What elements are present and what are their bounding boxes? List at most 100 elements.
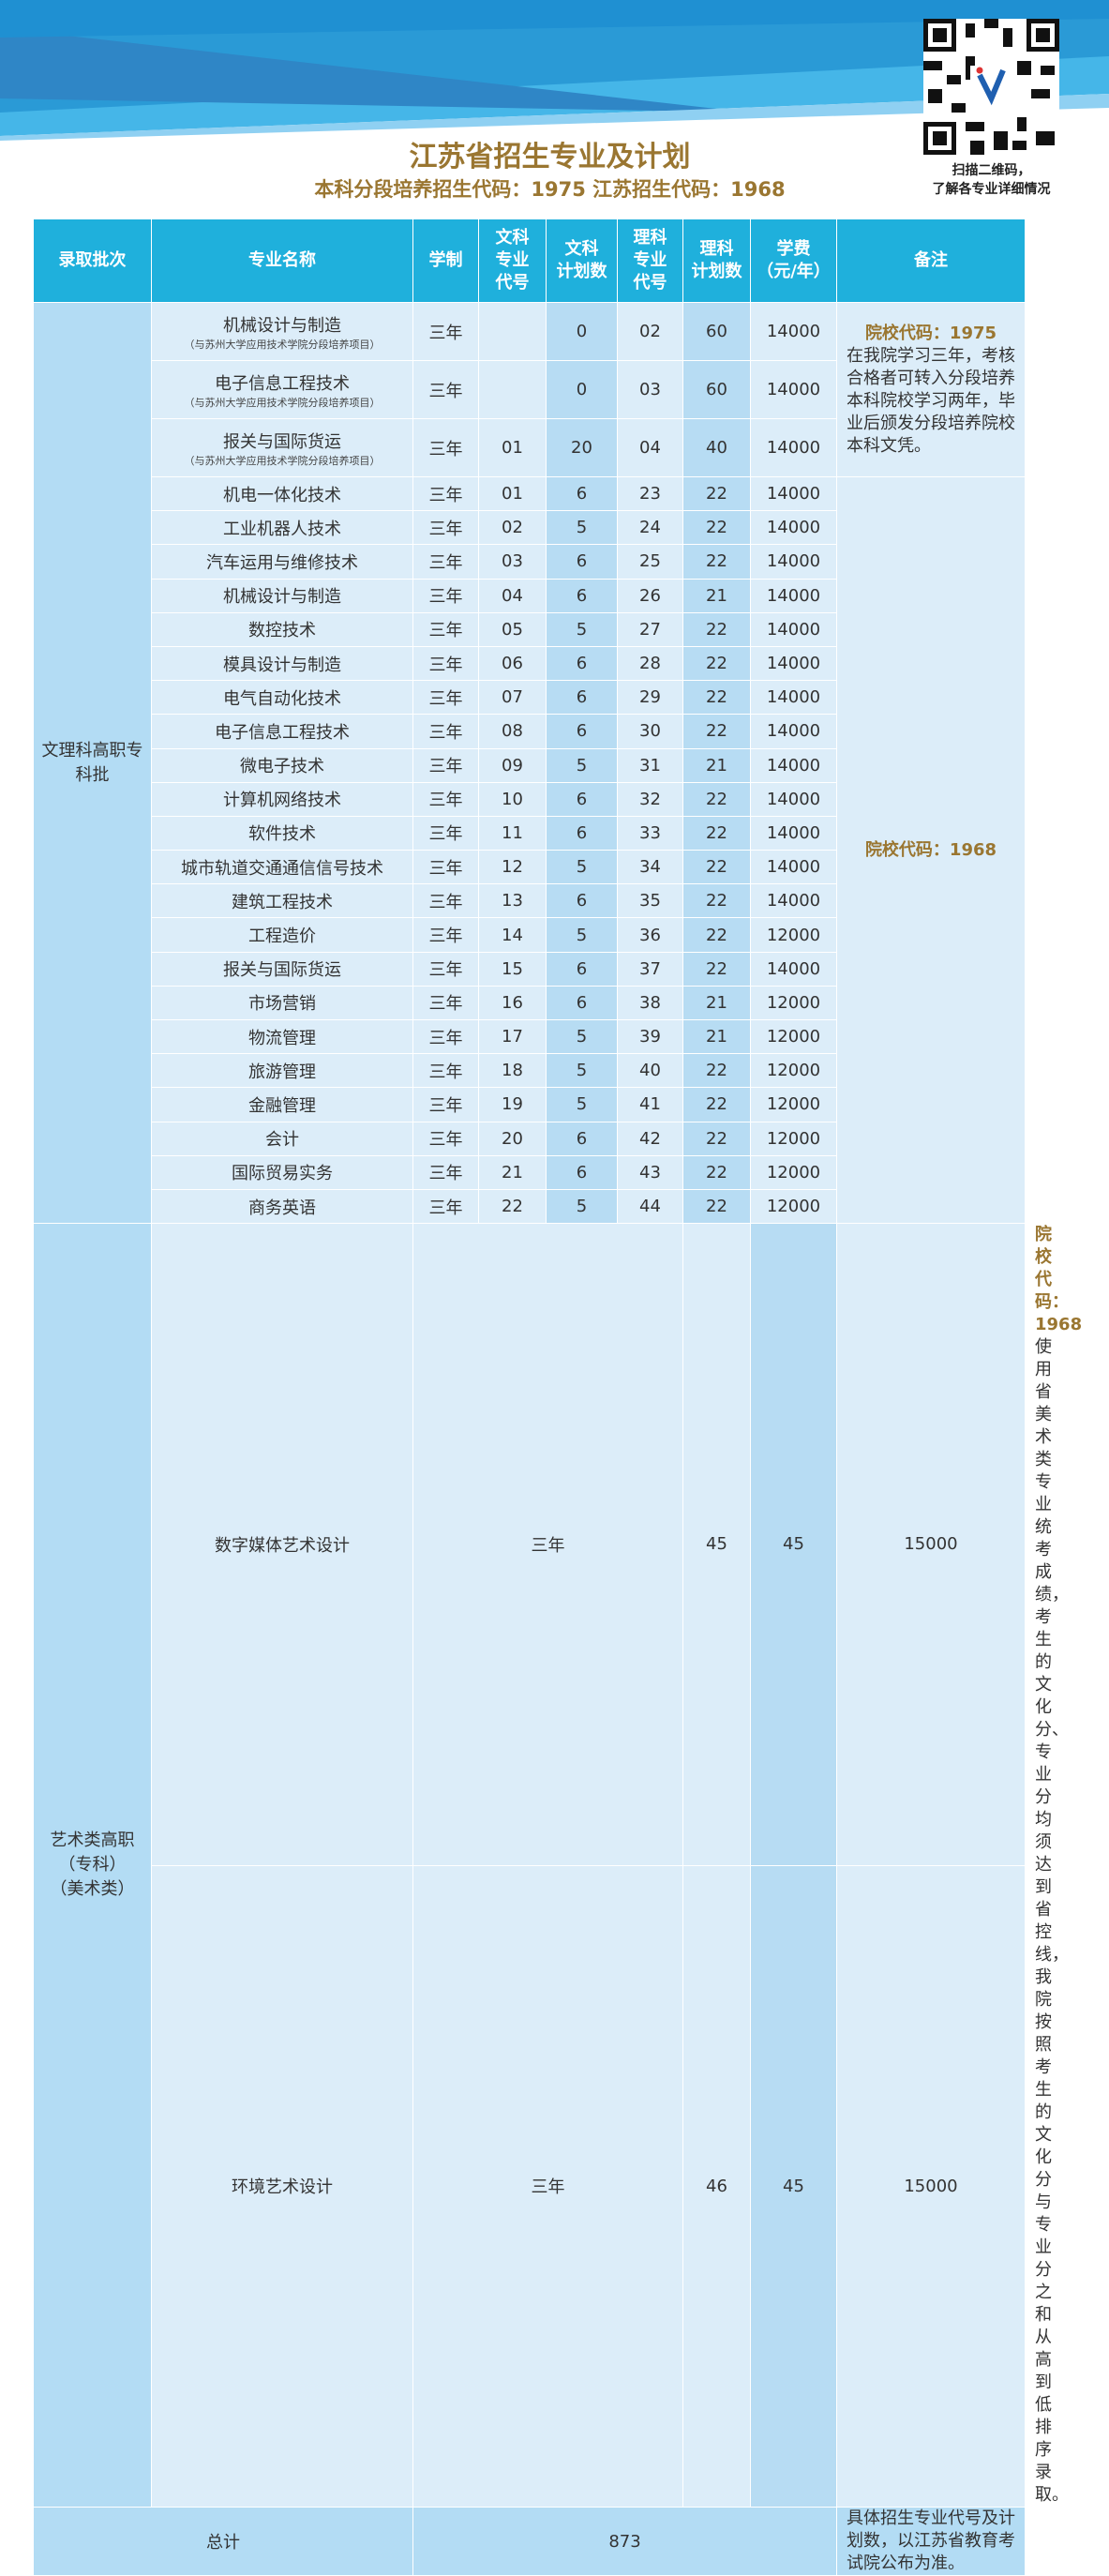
- table-cell: 电子信息工程技术: [151, 714, 413, 749]
- table-cell: 14000: [750, 302, 837, 361]
- art-note-text: 使用省美术类专业统考成绩，考生的文化分、专业分均须达到省控线，我院按照考生的文化…: [1035, 1337, 1069, 2506]
- table-row: 软件技术 三年 11 6 33 22 14000: [34, 815, 1026, 851]
- table-cell: 08: [478, 714, 547, 749]
- table-cell: 22: [682, 611, 751, 647]
- table-cell: 12000: [750, 1154, 837, 1190]
- table-cell: 33: [617, 815, 683, 851]
- table-cell: 23: [617, 475, 683, 512]
- table-cell: 22: [682, 883, 751, 919]
- table-cell: 三年: [412, 360, 479, 419]
- table-row: 城市轨道交通通信信号技术 三年 12 5 34 22 14000: [34, 850, 1026, 885]
- table-cell: 01: [478, 475, 547, 512]
- table-cell: 20: [478, 1121, 547, 1156]
- table-cell: 14000: [750, 360, 837, 419]
- table-cell: 02: [478, 510, 547, 546]
- table-cell: 21: [682, 1018, 751, 1055]
- table-cell: 三年: [412, 917, 479, 953]
- table-cell: 三年: [412, 985, 479, 1021]
- table-cell: 12000: [750, 985, 837, 1021]
- table-cell: 电气自动化技术: [151, 680, 413, 716]
- main-note: 院校代码：1968: [836, 475, 1026, 1225]
- table-cell: 工业机器人技术: [151, 510, 413, 546]
- table-cell: 45: [750, 1223, 837, 1866]
- table-cell: 三年: [412, 578, 479, 613]
- table-cell: 6: [546, 883, 618, 919]
- table-cell: 5: [546, 1188, 618, 1225]
- table-cell: 04: [617, 418, 683, 477]
- table-row: 环境艺术设计 三年 46 45 15000: [34, 1864, 1026, 2508]
- table-cell: 12000: [750, 1121, 837, 1156]
- table-cell: 12000: [750, 1053, 837, 1089]
- table-cell: 45: [682, 1223, 751, 1866]
- table-cell: 5: [546, 747, 618, 783]
- table-cell: 三年: [412, 714, 479, 749]
- table-cell: 12000: [750, 917, 837, 953]
- qr-code-icon[interactable]: [923, 19, 1059, 155]
- table-cell: 10: [478, 781, 547, 817]
- header-banner: [0, 0, 1109, 141]
- table-cell: 12000: [750, 1018, 837, 1055]
- table-row: 数控技术 三年 05 5 27 22 14000: [34, 611, 1026, 647]
- column-header: 备注: [836, 218, 1026, 303]
- table-cell: 机械设计与制造: [151, 578, 413, 613]
- table-cell: 工程造价: [151, 917, 413, 953]
- table-cell: 20: [546, 418, 618, 477]
- project-note: （与苏州大学应用技术学院分段培养项目）: [184, 396, 381, 409]
- table-cell: 41: [617, 1087, 683, 1122]
- batch-cell: 文理科高职专科批: [33, 301, 152, 1225]
- table-cell: 三年: [412, 1864, 683, 2508]
- table-cell: 物流管理: [151, 1018, 413, 1055]
- table-cell: 22: [682, 680, 751, 716]
- table-cell: 三年: [412, 418, 479, 477]
- column-header: 学制: [412, 218, 479, 303]
- table-cell: 5: [546, 611, 618, 647]
- table-cell: 22: [682, 714, 751, 749]
- qr-caption: 扫描二维码， 了解各专业详细情况: [900, 161, 1083, 199]
- table-cell: 12: [478, 850, 547, 885]
- column-header: 文科 计划数: [546, 218, 618, 303]
- table-cell: 42: [617, 1121, 683, 1156]
- table-cell: 旅游管理: [151, 1053, 413, 1089]
- table-cell: 5: [546, 1018, 618, 1055]
- table-cell: 22: [682, 1087, 751, 1122]
- table-cell: 6: [546, 1154, 618, 1190]
- table-row: 会计 三年 20 6 42 22 12000: [34, 1121, 1026, 1156]
- table-cell: 28: [617, 645, 683, 682]
- table-cell: 30: [617, 714, 683, 749]
- table-cell: 22: [682, 645, 751, 682]
- table-cell: 6: [546, 781, 618, 817]
- major-name-cell: 报关与国际货运 （与苏州大学应用技术学院分段培养项目）: [151, 418, 413, 477]
- table-cell: 6: [546, 714, 618, 749]
- table-cell: 14000: [750, 578, 837, 613]
- table-cell: 14000: [750, 951, 837, 987]
- table-cell: 三年: [412, 1018, 479, 1055]
- table-cell: 14000: [750, 714, 837, 749]
- table-row: 工业机器人技术 三年 02 5 24 22 14000: [34, 510, 1026, 546]
- table-cell: 6: [546, 815, 618, 851]
- table-cell: 0: [546, 302, 618, 361]
- table-cell: 三年: [412, 302, 479, 361]
- table-cell: 14000: [750, 510, 837, 546]
- table-cell: 22: [682, 544, 751, 580]
- table-cell: 三年: [412, 1053, 479, 1089]
- table-cell: 6: [546, 544, 618, 580]
- table-cell: 三年: [412, 645, 479, 682]
- table-cell: 22: [682, 1053, 751, 1089]
- table-cell: 22: [682, 781, 751, 817]
- table-cell: 建筑工程技术: [151, 883, 413, 919]
- table-row: 模具设计与制造 三年 06 6 28 22 14000: [34, 645, 1026, 682]
- table-cell: 计算机网络技术: [151, 781, 413, 817]
- table-cell: 三年: [412, 1087, 479, 1122]
- table-cell: 三年: [412, 747, 479, 783]
- table-cell: 22: [478, 1188, 547, 1225]
- table-row: 汽车运用与维修技术 三年 03 6 25 22 14000: [34, 544, 1026, 580]
- table-cell: 03: [617, 360, 683, 419]
- table-cell: 15000: [836, 1223, 1026, 1866]
- batch-label: （美术类）: [50, 1879, 135, 1900]
- table-cell: 19: [478, 1087, 547, 1122]
- table-cell: 31: [617, 747, 683, 783]
- table-row: 计算机网络技术 三年 10 6 32 22 14000: [34, 781, 1026, 817]
- table-cell: 13: [478, 883, 547, 919]
- table-cell: 37: [617, 951, 683, 987]
- column-header: 专业名称: [151, 218, 413, 303]
